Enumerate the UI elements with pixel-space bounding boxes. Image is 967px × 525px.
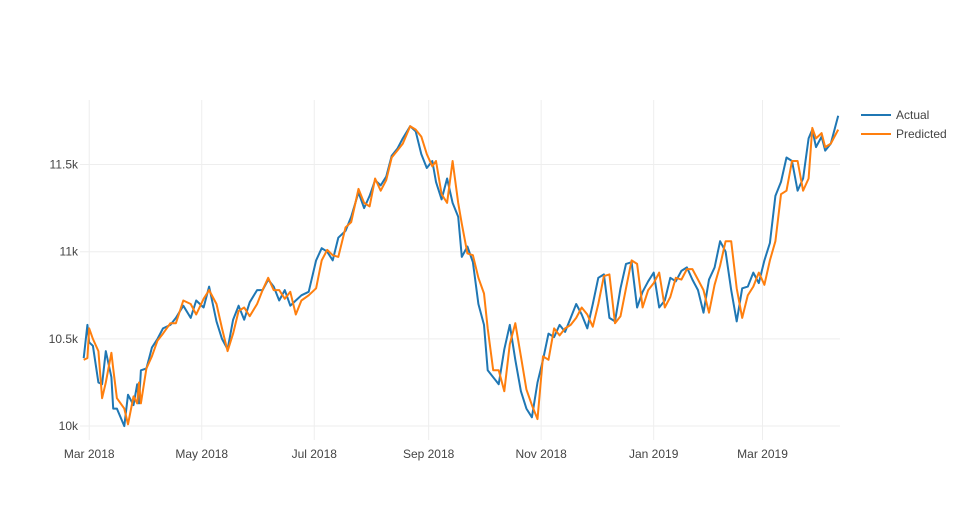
y-tick-label: 10.5k (49, 332, 79, 346)
x-tick-label: Nov 2018 (515, 447, 567, 461)
legend-label: Actual (896, 108, 929, 122)
series-line-predicted (83, 125, 840, 426)
x-tick-label: Jan 2019 (629, 447, 679, 461)
series-line-actual (82, 115, 840, 428)
grid-layer (80, 100, 840, 440)
x-tick-label: Sep 2018 (403, 447, 455, 461)
legend[interactable]: Actual Predicted (861, 108, 947, 141)
legend-item-actual[interactable]: Actual (861, 108, 929, 122)
axis-layer: Mar 2018 May 2018 Jul 2018 Sep 2018 Nov 2018… (49, 158, 789, 461)
y-tick-label: 11.5k (50, 158, 79, 172)
x-tick-label: Jul 2018 (292, 447, 338, 461)
legend-item-predicted[interactable]: Predicted (861, 127, 947, 141)
series-layer (82, 115, 840, 428)
legend-label: Predicted (896, 127, 947, 141)
y-tick-label: 11k (60, 245, 79, 259)
y-tick-label: 10k (59, 419, 79, 433)
x-tick-label: May 2018 (175, 447, 228, 461)
x-tick-label: Mar 2019 (737, 447, 788, 461)
x-tick-label: Mar 2018 (64, 447, 115, 461)
